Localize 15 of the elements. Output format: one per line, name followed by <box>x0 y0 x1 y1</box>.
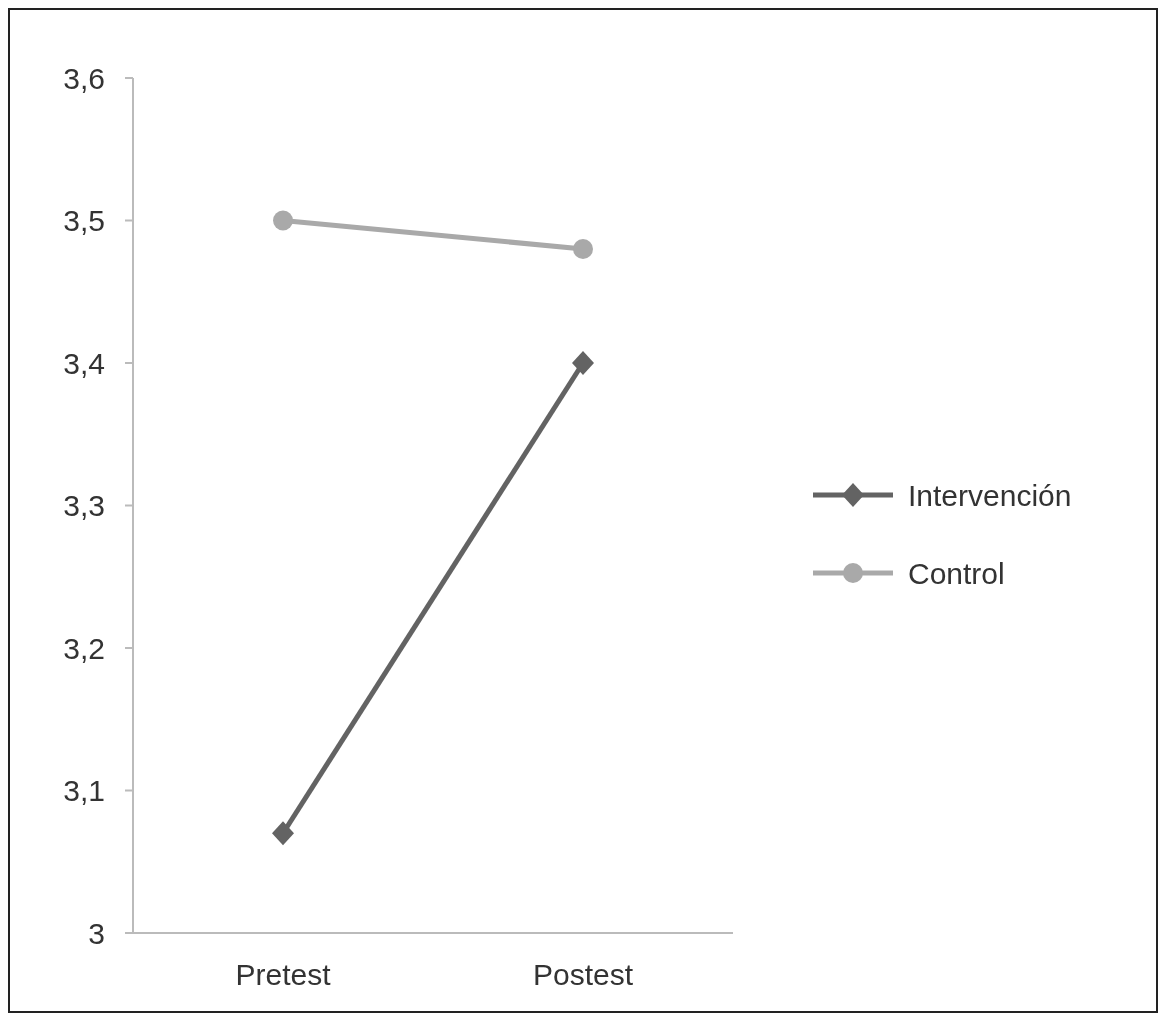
y-tick-label: 3,6 <box>63 61 105 95</box>
legend-label: Intervención <box>908 478 1072 512</box>
legend-label: Control <box>908 556 1005 590</box>
y-tick-label: 3,3 <box>63 489 105 522</box>
y-tick-label: 3,2 <box>63 631 105 665</box>
y-tick-label: 3 <box>88 916 105 950</box>
y-tick-label: 3,5 <box>63 204 105 237</box>
point <box>273 210 293 231</box>
y-tick-label: 3,4 <box>63 346 105 380</box>
x-tick-label: Pretest <box>235 958 332 991</box>
x-tick-label: Postest <box>532 958 634 991</box>
y-tick-label: 3,1 <box>63 774 105 807</box>
point <box>572 351 594 375</box>
point <box>272 821 294 846</box>
point <box>573 239 593 259</box>
